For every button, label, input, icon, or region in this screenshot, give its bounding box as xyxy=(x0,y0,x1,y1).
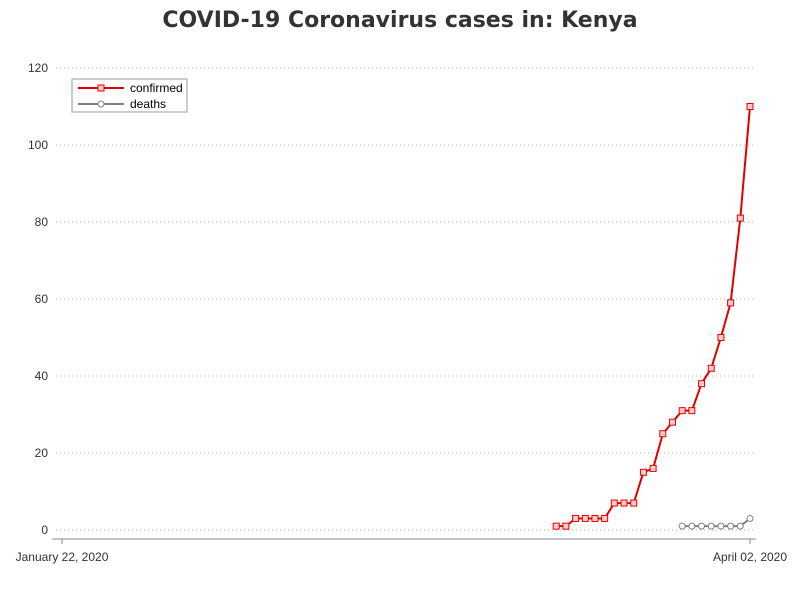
confirmed-point xyxy=(678,407,686,415)
y-tick-label: 120 xyxy=(28,61,48,75)
confirmed-point xyxy=(620,499,628,507)
confirmed-point xyxy=(688,407,696,415)
series-layer xyxy=(552,103,754,530)
legend-label-confirmed: confirmed xyxy=(130,81,183,95)
confirmed-point xyxy=(707,364,715,372)
legend-items: confirmed deaths xyxy=(78,81,183,111)
deaths-point xyxy=(746,514,754,522)
confirmed-point xyxy=(581,514,589,522)
confirmed-point xyxy=(639,468,647,476)
legend: confirmed deaths xyxy=(71,78,188,113)
y-tick-label: 0 xyxy=(41,523,48,537)
confirmed-point xyxy=(659,430,667,438)
confirmed-series-line xyxy=(556,106,751,528)
confirmed-point xyxy=(601,514,609,522)
confirmed-point xyxy=(649,464,657,472)
y-tick-label: 100 xyxy=(28,138,48,152)
confirmed-point xyxy=(668,418,676,426)
confirmed-point xyxy=(717,334,725,341)
confirmed-point xyxy=(727,299,735,307)
confirmed-point xyxy=(572,514,580,522)
legend-marker-confirmed xyxy=(97,84,105,92)
deaths-point xyxy=(727,522,735,530)
confirmed-point xyxy=(746,103,754,110)
axes: 0 20 40 60 80 100 120 January 22, 2020 April 02,… xyxy=(16,61,788,564)
y-tick-label: 40 xyxy=(35,369,49,383)
y-tick-label: 80 xyxy=(35,215,49,229)
confirmed-point xyxy=(591,514,599,522)
legend-label-deaths: deaths xyxy=(130,97,166,111)
deaths-point xyxy=(736,522,744,530)
confirmed-point xyxy=(736,214,744,222)
chart-title: COVID-19 Coronavirus cases in: Kenya xyxy=(162,8,638,33)
confirmed-point xyxy=(698,380,706,388)
confirmed-point xyxy=(610,499,618,507)
x-tick-label: April 02, 2020 xyxy=(713,550,787,564)
confirmed-point xyxy=(630,499,638,507)
confirmed-point xyxy=(562,522,570,530)
legend-box xyxy=(71,78,188,113)
deaths-point xyxy=(688,522,696,530)
deaths-point xyxy=(698,522,706,530)
deaths-point xyxy=(707,522,715,530)
confirmed-point xyxy=(552,522,560,530)
legend-marker-deaths xyxy=(97,100,105,108)
y-tick-label: 60 xyxy=(35,292,49,306)
gridlines xyxy=(56,67,756,531)
deaths-point xyxy=(678,522,686,530)
deaths-point xyxy=(717,522,725,530)
x-tick-label: January 22, 2020 xyxy=(16,550,109,564)
y-tick-label: 20 xyxy=(35,446,49,460)
